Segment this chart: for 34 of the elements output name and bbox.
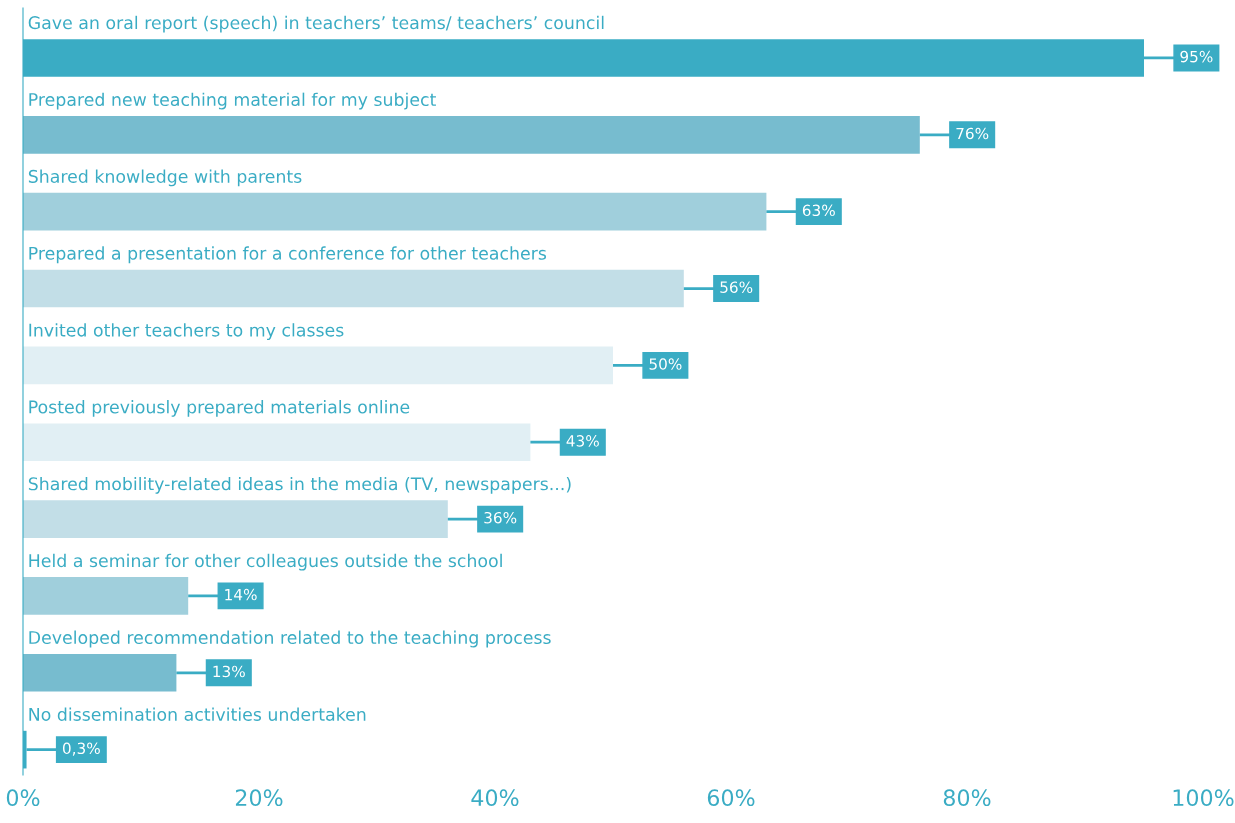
y-tick-label: Prepared a presentation for a conference for other teachers	[29, 246, 547, 264]
x-tick-label: 0%	[6, 789, 40, 807]
bar	[23, 423, 531, 462]
y-tick-label: No dissemination activities undertaken	[29, 707, 366, 721]
data-label: 43%	[566, 435, 599, 447]
x-tick-label: 60%	[707, 789, 755, 807]
data-label: 14%	[225, 588, 257, 601]
bar	[23, 346, 613, 385]
bar	[23, 192, 767, 231]
bar	[23, 577, 189, 615]
data-label: 13%	[213, 665, 245, 678]
bar	[23, 653, 177, 692]
y-tick-label: Developed recommendation related to the teaching process	[29, 630, 551, 648]
x-tick-label: 80%	[943, 789, 991, 807]
bar	[23, 500, 448, 538]
x-tick-label: 20%	[235, 789, 283, 807]
x-tick-label: 40%	[471, 789, 519, 807]
data-label: 95%	[1180, 50, 1213, 63]
data-label: 63%	[802, 204, 835, 217]
data-label: 50%	[649, 358, 682, 370]
y-tick-label: Gave an oral report (speech) in teachers’ teams/ teachers’ council	[28, 15, 604, 33]
y-tick-label: Shared mobility-related ideas in the media (TV, newspapers...)	[28, 476, 571, 494]
data-label: 0,3%	[62, 742, 100, 756]
data-label: 76%	[956, 127, 989, 140]
y-tick-label: Invited other teachers to my classes	[29, 323, 344, 341]
data-label: 56%	[720, 281, 753, 293]
bar	[23, 115, 920, 154]
y-tick-label: Shared knowledge with parents	[28, 169, 302, 187]
x-tick-label: 100%	[1173, 789, 1234, 807]
y-tick-label: Held a seminar for other colleagues outside the school	[29, 553, 502, 571]
y-tick-label: Prepared new teaching material for my subject	[29, 92, 436, 110]
y-tick-label: Posted previously prepared materials online	[29, 400, 410, 417]
data-label: 36%	[484, 511, 517, 524]
bar	[23, 269, 684, 308]
